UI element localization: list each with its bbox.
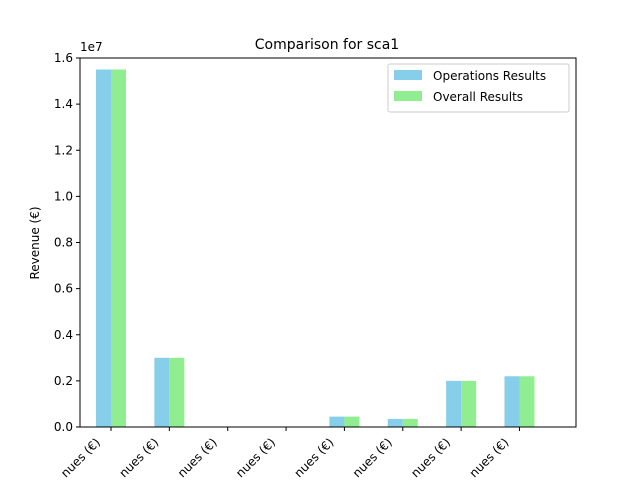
- y-tick-label: 1.0: [54, 189, 73, 203]
- y-tick-label: 1.6: [54, 51, 73, 65]
- bar-1-2: [154, 357, 170, 427]
- y-tick-label: 0.2: [54, 374, 73, 388]
- x-tick-label: nues (€): [350, 435, 395, 480]
- bar-2-2: [169, 357, 185, 427]
- y-tick-label: 1.2: [54, 143, 73, 157]
- x-tick-label: nues (€): [292, 435, 337, 480]
- bar-2-1: [111, 69, 126, 427]
- legend-swatch-1: [394, 70, 422, 80]
- x-tick-label: nues (€): [408, 435, 453, 480]
- y-tick-label: 0.4: [54, 328, 73, 342]
- chart-title: Comparison for sca1: [255, 37, 399, 53]
- y-axis-offset-label: 1e7: [80, 40, 103, 54]
- x-tick-label: nues (€): [233, 435, 278, 480]
- y-tick-label: 1.4: [54, 97, 73, 111]
- legend-frame: [387, 63, 570, 113]
- bars-layer: [96, 69, 535, 427]
- legend: Operations Results Overall Results: [387, 63, 570, 113]
- x-tick-label: nues (€): [175, 435, 220, 480]
- legend-label-1: Operations Results: [433, 69, 546, 83]
- legend-label-2: Overall Results: [433, 90, 523, 104]
- x-tick-label: nues (€): [467, 435, 512, 480]
- bar-1-1: [96, 69, 111, 427]
- y-axis-ticks: 0.0 0.2 0.4 0.6 0.8 1.0 1.2 1.4 1.6: [54, 51, 80, 434]
- y-axis-label: Revenue (€): [28, 206, 42, 279]
- bar-2-7: [461, 380, 477, 427]
- bar-2-6: [402, 418, 418, 427]
- y-tick-label: 0.0: [54, 420, 73, 434]
- y-tick-label: 0.6: [54, 282, 73, 296]
- legend-swatch-2: [394, 91, 422, 101]
- bar-1-7: [446, 380, 462, 427]
- bar-1-6: [387, 418, 403, 427]
- x-axis-ticks: nues (€) nues (€) nues (€) nues (€) nues (€)…: [58, 427, 520, 480]
- x-tick-label: nues (€): [116, 435, 161, 480]
- bar-2-8: [519, 376, 535, 427]
- y-tick-label: 0.8: [54, 236, 73, 250]
- bar-2-5: [344, 416, 360, 427]
- bar-1-5: [329, 416, 345, 427]
- bar-1-8: [504, 376, 520, 427]
- x-tick-label: nues (€): [58, 435, 103, 480]
